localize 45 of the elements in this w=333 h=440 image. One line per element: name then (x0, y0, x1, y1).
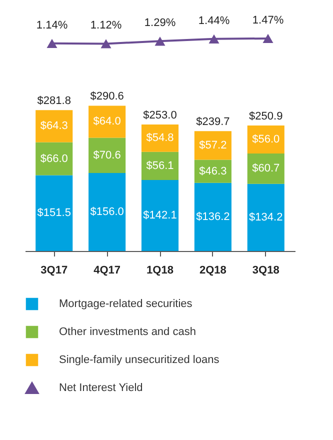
bar (194, 182, 232, 251)
data-label: 1.44% (198, 14, 230, 27)
data-label: $46.3 (199, 165, 227, 178)
data-label: $136.2 (196, 210, 230, 223)
legend-label: Net Interest Yield (59, 382, 143, 394)
bar (247, 154, 284, 184)
x-tick-label: 1Q18 (146, 264, 174, 276)
data-label: $57.2 (199, 139, 227, 152)
total-label: $253.0 (143, 110, 177, 122)
data-label: $156.0 (90, 206, 124, 218)
total-label: $290.6 (90, 90, 124, 103)
bar (194, 131, 232, 160)
legend-label: Other investments and cash (59, 326, 196, 338)
data-label: $60.7 (252, 162, 280, 175)
bar (88, 138, 126, 173)
bar (88, 173, 126, 251)
data-label: 1.14% (36, 19, 68, 32)
data-label: $142.1 (143, 209, 177, 222)
data-label: 1.47% (252, 14, 284, 26)
data-label: $151.5 (37, 207, 71, 220)
bar (36, 142, 73, 176)
bar (88, 106, 126, 138)
data-label: $70.6 (93, 149, 121, 162)
bar (141, 180, 179, 251)
data-label: 1.12% (90, 20, 122, 32)
total-label: $239.7 (196, 116, 230, 128)
legend-label: Mortgage-related securities (59, 298, 193, 310)
data-label: $56.0 (252, 134, 280, 146)
bar (36, 175, 73, 251)
data-label: $54.8 (146, 132, 174, 144)
legend-label: Single-family unsecuritized loans (59, 354, 220, 366)
x-tick-label: 4Q17 (94, 264, 121, 276)
total-label: $281.8 (37, 95, 71, 108)
data-label: $56.1 (146, 160, 174, 172)
data-label: 1.29% (144, 17, 176, 30)
data-label: $134.2 (249, 211, 283, 224)
bar (36, 110, 73, 142)
total-label: $250.9 (249, 110, 283, 123)
x-tick-label: 3Q18 (252, 264, 280, 276)
x-tick-label: 2Q18 (199, 264, 226, 276)
data-label: $64.3 (40, 120, 68, 132)
data-label: $66.0 (40, 152, 68, 165)
data-label: $64.0 (93, 116, 121, 128)
bar (247, 184, 284, 251)
x-tick-label: 3Q17 (40, 264, 68, 276)
